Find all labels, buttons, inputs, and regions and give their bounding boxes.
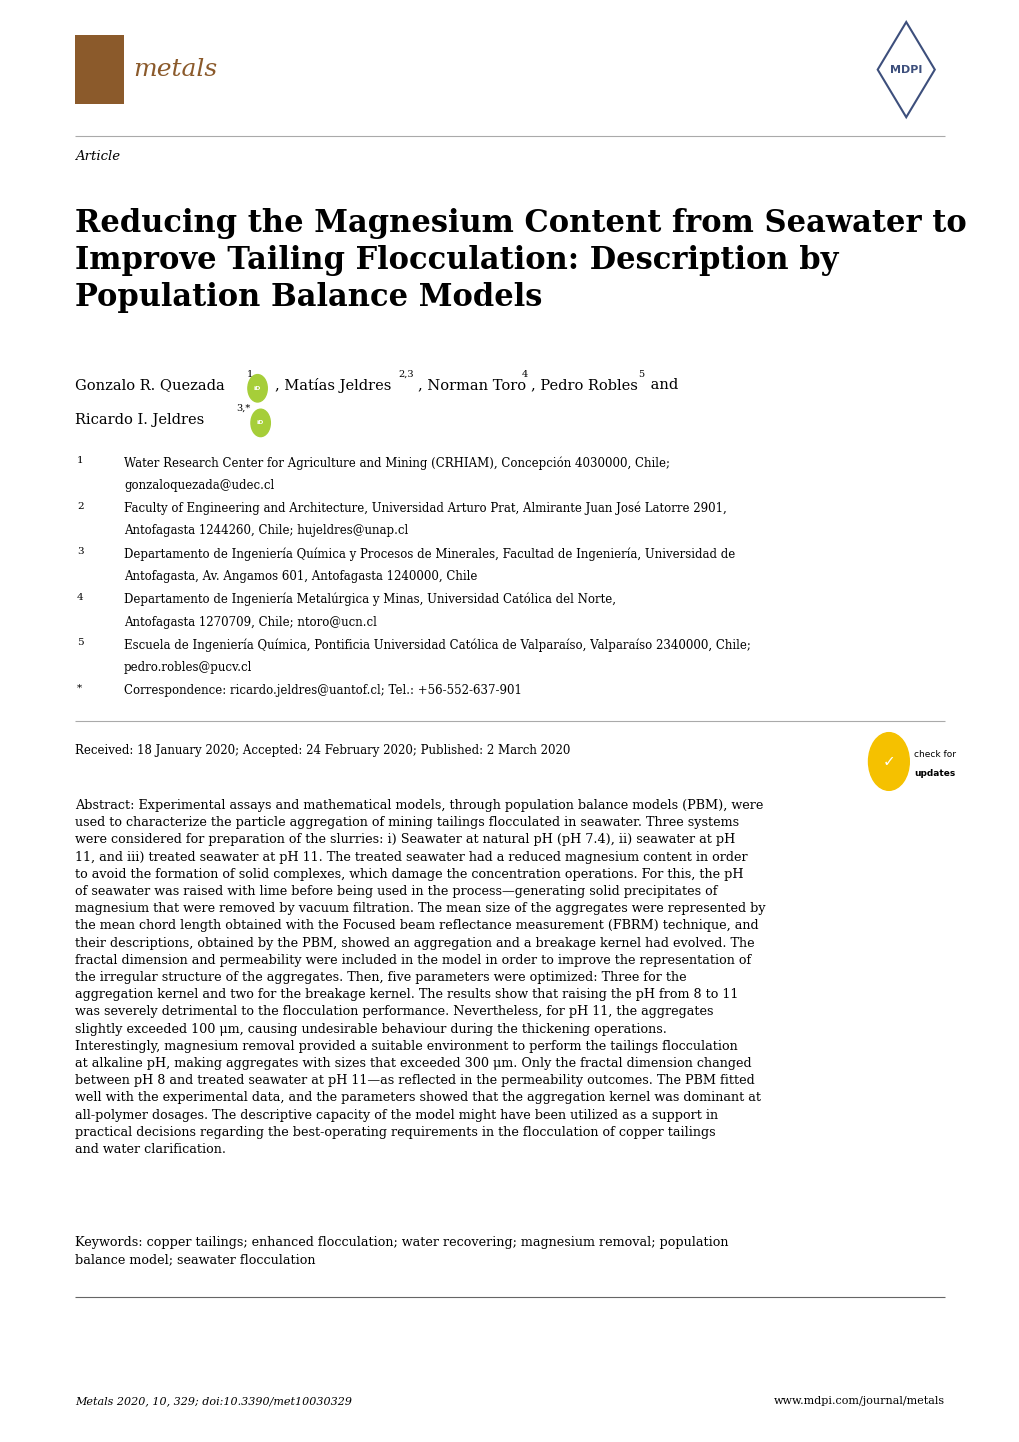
Text: , Matías Jeldres: , Matías Jeldres — [275, 378, 395, 394]
Text: iD: iD — [254, 386, 261, 391]
Text: Article: Article — [75, 150, 120, 163]
Text: www.mdpi.com/journal/metals: www.mdpi.com/journal/metals — [773, 1396, 944, 1406]
Text: Antofagasta 1270709, Chile; ntoro@ucn.cl: Antofagasta 1270709, Chile; ntoro@ucn.cl — [124, 616, 376, 629]
Text: 1: 1 — [247, 369, 253, 379]
Text: 4: 4 — [522, 369, 528, 379]
Circle shape — [867, 733, 908, 790]
Text: Gonzalo R. Quezada: Gonzalo R. Quezada — [75, 378, 229, 392]
Text: check for: check for — [913, 750, 956, 758]
Text: ✓: ✓ — [881, 754, 895, 769]
Text: 4: 4 — [77, 593, 84, 601]
Text: , Pedro Robles: , Pedro Robles — [531, 378, 642, 392]
Text: Escuela de Ingeniería Química, Pontificia Universidad Católica de Valparaíso, Va: Escuela de Ingeniería Química, Pontifici… — [124, 639, 750, 652]
Text: 3: 3 — [77, 547, 84, 557]
Text: Antofagasta 1244260, Chile; hujeldres@unap.cl: Antofagasta 1244260, Chile; hujeldres@un… — [124, 525, 408, 538]
Text: Reducing the Magnesium Content from Seawater to
Improve Tailing Flocculation: De: Reducing the Magnesium Content from Seaw… — [75, 208, 966, 313]
Text: gonzaloquezada@udec.cl: gonzaloquezada@udec.cl — [124, 479, 274, 492]
Text: , Norman Toro: , Norman Toro — [418, 378, 530, 392]
Text: Ricardo I. Jeldres: Ricardo I. Jeldres — [75, 412, 209, 427]
Text: updates: updates — [913, 769, 955, 777]
Text: 2: 2 — [77, 502, 84, 510]
Text: Metals 2020, 10, 329; doi:10.3390/met10030329: Metals 2020, 10, 329; doi:10.3390/met100… — [75, 1396, 352, 1406]
Circle shape — [248, 375, 267, 402]
Text: Water Research Center for Agriculture and Mining (CRHIAM), Concepción 4030000, C: Water Research Center for Agriculture an… — [124, 456, 669, 470]
Text: Antofagasta, Av. Angamos 601, Antofagasta 1240000, Chile: Antofagasta, Av. Angamos 601, Antofagast… — [124, 570, 477, 583]
Text: *: * — [77, 684, 83, 694]
Text: Correspondence: ricardo.jeldres@uantof.cl; Tel.: +56-552-637-901: Correspondence: ricardo.jeldres@uantof.c… — [124, 684, 522, 696]
Text: Departamento de Ingeniería Química y Procesos de Minerales, Facultad de Ingenier: Departamento de Ingeniería Química y Pro… — [124, 547, 735, 561]
Circle shape — [251, 410, 270, 437]
Text: Keywords: copper tailings; enhanced flocculation; water recovering; magnesium re: Keywords: copper tailings; enhanced floc… — [75, 1236, 728, 1266]
Text: pedro.robles@pucv.cl: pedro.robles@pucv.cl — [124, 660, 252, 673]
Text: MDPI: MDPI — [890, 65, 921, 75]
Text: metals: metals — [133, 58, 217, 81]
Text: Abstract: Experimental assays and mathematical models, through population balanc: Abstract: Experimental assays and mathem… — [75, 799, 765, 1156]
Text: Departamento de Ingeniería Metalúrgica y Minas, Universidad Católica del Norte,: Departamento de Ingeniería Metalúrgica y… — [124, 593, 615, 606]
Text: and: and — [646, 378, 678, 392]
Text: Faculty of Engineering and Architecture, Universidad Arturo Prat, Almirante Juan: Faculty of Engineering and Architecture,… — [124, 502, 726, 515]
Text: iD: iD — [257, 421, 264, 425]
Text: 1: 1 — [77, 456, 84, 466]
Text: 2,3: 2,3 — [398, 369, 414, 379]
Text: 3,*: 3,* — [236, 404, 251, 414]
Text: Received: 18 January 2020; Accepted: 24 February 2020; Published: 2 March 2020: Received: 18 January 2020; Accepted: 24 … — [75, 744, 570, 757]
Text: 5: 5 — [638, 369, 644, 379]
Text: 5: 5 — [77, 639, 84, 647]
FancyBboxPatch shape — [75, 35, 124, 104]
